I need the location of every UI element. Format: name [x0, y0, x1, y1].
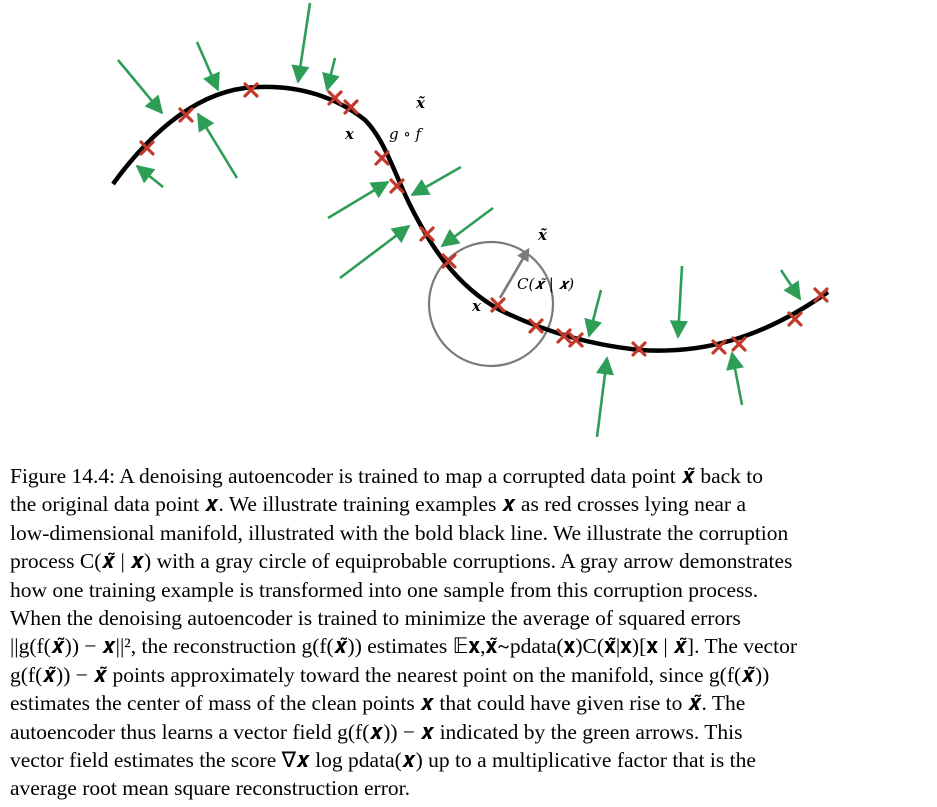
- caption-line: vector field estimates the score ∇𝒙 log …: [10, 748, 756, 773]
- green-arrow: [339, 224, 411, 280]
- green-arrow: [195, 41, 220, 92]
- red-cross: [243, 82, 259, 98]
- red-cross: [374, 150, 390, 166]
- label-x-near-gof: 𝒙: [344, 125, 355, 143]
- caption-line: how one training example is transformed …: [10, 577, 759, 602]
- label-corruption: C(𝒙̃ | 𝒙): [517, 275, 574, 293]
- red-cross: [731, 336, 747, 352]
- red-cross: [389, 178, 405, 194]
- label-gof: g ∘ f: [389, 125, 423, 143]
- green-arrow: [135, 164, 164, 189]
- green-arrow: [327, 180, 390, 220]
- label-xtilde-top: 𝒙̃: [415, 94, 426, 112]
- caption-line: ||g(f(𝒙̃)) − 𝒙||², the reconstruction g(…: [10, 634, 797, 659]
- figure-caption: Figure 14.4: A denoising autoencoder is …: [10, 462, 930, 803]
- red-cross: [813, 287, 829, 303]
- green-arrow: [196, 112, 239, 179]
- red-cross: [568, 332, 584, 348]
- red-cross: [327, 90, 343, 106]
- caption-line: low-dimensional manifold, illustrated wi…: [10, 520, 789, 545]
- red-cross: [441, 253, 457, 269]
- red-cross: [556, 328, 572, 344]
- training-examples: [139, 82, 829, 357]
- green-arrow: [291, 2, 312, 84]
- green-arrow: [726, 351, 745, 406]
- caption-line: average root mean square reconstruction …: [10, 776, 410, 801]
- red-cross: [528, 318, 544, 334]
- red-cross: [419, 226, 435, 242]
- caption-line: autoencoder thus learns a vector field g…: [10, 719, 743, 744]
- green-arrow: [410, 165, 462, 197]
- figure-canvas: 𝒙 𝒙̃ g ∘ f 𝒙̃ C(𝒙̃ | 𝒙) 𝒙: [111, 2, 830, 438]
- green-arrow: [595, 356, 614, 438]
- red-cross: [631, 341, 647, 357]
- manifold-curve: [111, 84, 830, 353]
- green-arrow: [779, 269, 802, 301]
- red-cross: [178, 107, 194, 123]
- vector-field-arrows: [116, 2, 802, 438]
- caption-line: estimates the center of mass of the clea…: [10, 691, 746, 716]
- figure: 𝒙 𝒙̃ g ∘ f 𝒙̃ C(𝒙̃ | 𝒙) 𝒙: [111, 2, 830, 438]
- green-arrow: [440, 206, 494, 248]
- label-x-circle: 𝒙: [471, 297, 482, 315]
- caption-line: When the denoising autoencoder is traine…: [10, 606, 741, 631]
- red-cross: [139, 140, 155, 156]
- corruption-circle: [427, 240, 555, 368]
- corruption-arrow: [498, 247, 530, 299]
- green-arrow: [116, 59, 164, 115]
- caption-line: Figure 14.4: A denoising autoencoder is …: [10, 464, 764, 488]
- red-cross: [343, 99, 359, 115]
- label-xtilde-circle: 𝒙̃: [537, 226, 548, 244]
- red-cross: [711, 339, 727, 355]
- red-cross: [490, 297, 506, 313]
- caption-line: the original data point 𝒙. We illustrate…: [10, 492, 747, 517]
- caption-line: g(f(𝒙̃)) − 𝒙̃ points approximately towar…: [10, 662, 770, 687]
- green-arrow: [322, 57, 340, 92]
- caption-line: process C(𝒙̃ | 𝒙) with a gray circle of …: [10, 549, 793, 574]
- red-cross: [787, 311, 803, 327]
- green-arrow: [584, 289, 603, 338]
- green-arrow: [669, 265, 689, 339]
